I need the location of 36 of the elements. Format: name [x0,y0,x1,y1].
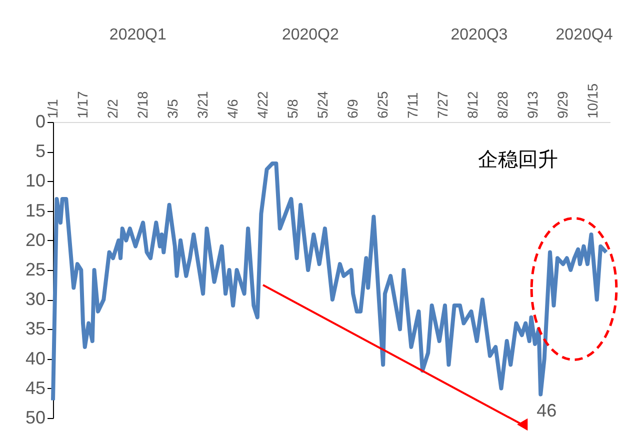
x-tick-label: 6/9 [344,98,361,118]
x-tick-label: 1/1 [44,98,60,118]
x-tick-label: 8/28 [494,91,511,118]
x2-tick-label: 2020Q3 [450,26,508,44]
x2-tick-label: 2020Q2 [282,26,340,44]
x-tick-label: 7/27 [434,91,451,118]
annotation: 46 [536,400,557,420]
x-tick-label: 7/11 [404,92,421,118]
y-tick-label: 0 [35,112,46,132]
x-tick-label: 5/24 [314,91,331,118]
x2-tick-label: 2020Q4 [556,26,613,44]
x-tick-label: 4/6 [224,98,241,118]
x-tick-label: 6/25 [374,91,391,118]
x-tick-label: 2/2 [104,98,121,118]
x-tick-label: 9/29 [554,91,571,118]
x-tick-label: 10/15 [584,83,601,118]
y-tick-label: 30 [25,289,46,310]
y-tick-label: 5 [35,141,46,162]
x2-tick-label: 2020Q1 [109,26,166,44]
x-tick-label: 8/12 [464,91,481,118]
x-tick-label: 4/22 [254,91,271,118]
y-tick-label: 50 [25,408,46,428]
x-tick-label: 1/17 [74,91,91,118]
y-tick-label: 35 [25,318,46,339]
y-tick-label: 25 [25,260,46,280]
x-tick-label: 3/21 [194,91,211,118]
y-tick-label: 15 [25,200,46,220]
x-tick-label: 2/18 [134,91,151,118]
y-tick-label: 10 [25,170,46,191]
x-tick-label: 5/8 [284,98,301,118]
y-tick-label: 45 [25,378,46,398]
x-tick-label: 3/5 [164,98,181,118]
annotation: 企稳回升 [478,147,558,171]
y-tick-label: 20 [25,230,46,250]
y-tick-label: 40 [25,348,46,368]
x-tick-label: 9/13 [524,91,541,118]
